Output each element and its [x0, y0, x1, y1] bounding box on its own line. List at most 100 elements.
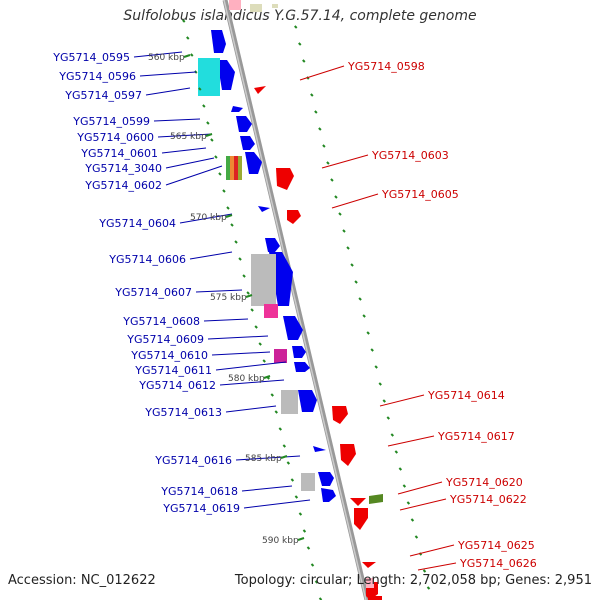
- tick-mark: [378, 382, 382, 386]
- scale-tick: [263, 375, 271, 379]
- tick-mark: [294, 25, 298, 29]
- tick-mark: [362, 314, 366, 318]
- gene-arrow: [283, 316, 303, 340]
- scale-label: 570 kbp: [190, 213, 227, 223]
- right-label-leader: [409, 544, 455, 557]
- right-label-leader: [397, 481, 443, 495]
- tick-mark: [414, 535, 419, 539]
- tick-mark: [254, 325, 258, 329]
- gene-arrow: [321, 488, 336, 502]
- right-labels-layer: YG5714_0598 YG5714_0603 YG5714_0605 YG5714_…: [299, 60, 537, 571]
- tick-mark: [310, 93, 314, 97]
- gene-arrow: [332, 406, 348, 424]
- scale-label: 580 kbp: [228, 374, 265, 384]
- tick-mark: [314, 580, 319, 584]
- scale-label: 565 kbp: [170, 132, 207, 142]
- left-label-leader: [225, 405, 277, 413]
- scale-tick: [225, 214, 233, 218]
- scale-layer: 560 kbp 565 kbp 570 kbp 575 kbp 580 kbp 585 k…: [148, 53, 305, 546]
- tick-mark: [398, 467, 403, 471]
- tick-mark: [262, 359, 266, 363]
- left-label-leader: [215, 361, 287, 371]
- tick-mark: [290, 478, 295, 482]
- tick-mark: [402, 484, 407, 488]
- left-label-leader: [207, 335, 269, 340]
- tick-mark: [246, 291, 250, 295]
- tick-mark: [230, 223, 234, 227]
- genome-title: Sulfolobus islandicus Y.G.57.14, complet…: [123, 8, 477, 24]
- feature-pink: [264, 304, 278, 318]
- gene-arrow: [313, 446, 326, 452]
- right-label-leader: [299, 65, 345, 81]
- tick-mark: [298, 42, 302, 46]
- gene-arrow: [292, 346, 306, 358]
- tick-mark: [422, 569, 427, 573]
- left-labels-layer: YG5714_0595 YG5714_0596 YG5714_0597 YG5714_…: [52, 51, 311, 515]
- tick-mark: [426, 586, 431, 590]
- gene-arrow: [362, 562, 376, 568]
- left-label-leader: [219, 379, 285, 386]
- gene-arrow: [294, 362, 310, 372]
- tick-mark: [314, 110, 318, 114]
- gene-label-left: YG5714_0599: [72, 115, 150, 128]
- feature-top-small: [272, 4, 278, 8]
- left-label-leader: [203, 318, 249, 322]
- gene-arrow: [354, 508, 368, 530]
- tick-mark: [198, 87, 202, 91]
- gene-arrow: [287, 210, 301, 224]
- left-label-leader: [153, 118, 201, 122]
- tick-mark: [298, 512, 303, 516]
- tick-mark: [206, 121, 210, 125]
- gene-arrow: [258, 206, 270, 212]
- left-label-leader: [161, 147, 207, 154]
- scale-tick: [245, 294, 253, 298]
- left-label-leader: [243, 499, 311, 509]
- tick-mark: [190, 53, 194, 57]
- tick-mark: [358, 297, 362, 301]
- right-label-leader: [387, 435, 435, 447]
- scale-tick: [205, 133, 213, 137]
- scale-tick: [297, 537, 305, 541]
- left-label-leader: [157, 133, 213, 138]
- tick-mark: [390, 433, 395, 437]
- left-label-leader: [235, 455, 301, 461]
- tick-mark: [318, 127, 322, 131]
- gene-label-left: YG5714_3040: [84, 162, 162, 175]
- left-label-leader: [165, 157, 215, 169]
- tick-mark: [370, 348, 374, 352]
- feature-stripe-red: [234, 156, 238, 180]
- tick-mark: [258, 342, 262, 346]
- gene-label-left: YG5714_0607: [114, 286, 192, 299]
- right-label-leader: [379, 394, 425, 407]
- left-label-leader: [139, 71, 197, 77]
- feature-gray-small: [301, 473, 315, 491]
- gene-label-left: YG5714_0611: [134, 364, 212, 377]
- tick-mark: [302, 59, 306, 63]
- right-label-leader: [331, 193, 379, 209]
- feature-gray-large: [251, 254, 276, 306]
- left-label-leader: [145, 87, 191, 96]
- feature-pink-bottom: [366, 578, 374, 588]
- gene-label-left: YG5714_0595: [52, 51, 130, 64]
- left-label-leader: [195, 289, 243, 293]
- gene-label-left: YG5714_0600: [76, 131, 154, 144]
- feature-olive: [369, 494, 383, 504]
- forward-strand-genes: [211, 30, 336, 502]
- right-label-leader: [321, 154, 369, 169]
- gene-label-left: YG5714_0609: [126, 333, 204, 346]
- gene-label-right: YG5714_0598: [347, 60, 425, 73]
- gene-arrow: [318, 472, 334, 486]
- tick-mark: [366, 331, 370, 335]
- tick-mark: [202, 104, 206, 108]
- reverse-strand-genes: [254, 86, 382, 600]
- topology-text: Topology: circular; Length: 2,702,058 bp…: [234, 573, 592, 588]
- tick-mark: [302, 529, 307, 533]
- tick-mark: [338, 212, 342, 216]
- gene-arrow: [217, 60, 235, 90]
- tick-mark: [242, 274, 246, 278]
- tick-mark: [250, 308, 254, 312]
- feature-stripe-orange: [230, 156, 234, 180]
- left-label-leader: [133, 51, 183, 58]
